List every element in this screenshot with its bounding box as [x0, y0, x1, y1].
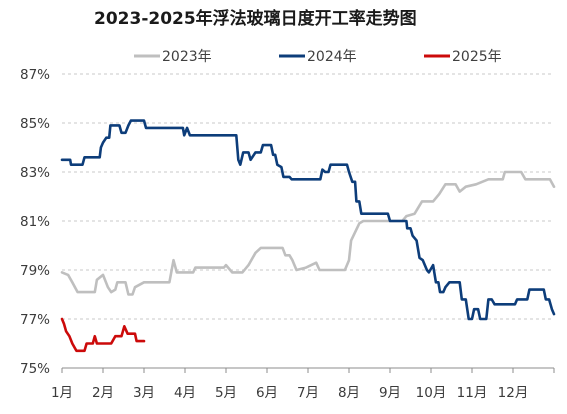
- x-tick-label: 11月: [457, 385, 488, 401]
- series-line-2024年: [60, 119, 556, 321]
- x-tick-label: 9月: [379, 385, 401, 401]
- series-line-2023年: [60, 170, 556, 296]
- x-tick-label: 2月: [92, 385, 114, 401]
- legend-label: 2023年: [162, 49, 212, 65]
- chart-title: 2023-2025年浮法玻璃日度开工率走势图: [94, 8, 417, 29]
- x-tick-label: 5月: [215, 385, 237, 401]
- series-line-2025年: [60, 317, 146, 353]
- y-tick-label: 79%: [20, 263, 50, 279]
- y-tick-label: 87%: [20, 67, 50, 83]
- y-tick-label: 77%: [20, 312, 50, 328]
- legend: 2023年 2024年 2025年: [134, 49, 502, 65]
- x-tick-label: 10月: [416, 385, 447, 401]
- x-tick-label: 7月: [297, 385, 319, 401]
- y-tick-label: 85%: [20, 116, 50, 132]
- series-layer: [60, 119, 556, 353]
- legend-label: 2025年: [452, 49, 502, 65]
- y-tick-label: 83%: [20, 165, 50, 181]
- gridlines: [62, 73, 554, 320]
- x-axis: 1月 2月 3月 4月 5月 6月 7月 8月 9月 10月 11月 12月: [51, 367, 555, 401]
- x-tick-label: 6月: [256, 385, 278, 401]
- legend-label: 2024年: [307, 49, 357, 65]
- y-axis: 75% 77% 79% 81% 83% 85% 87%: [20, 67, 50, 377]
- y-tick-label: 81%: [20, 214, 50, 230]
- x-tick-label: 8月: [338, 385, 360, 401]
- x-tick-label: 3月: [133, 385, 155, 401]
- x-tick-label: 12月: [498, 385, 529, 401]
- x-tick-label: 4月: [174, 385, 196, 401]
- y-tick-label: 75%: [20, 361, 50, 377]
- x-tick-label: 1月: [51, 385, 73, 401]
